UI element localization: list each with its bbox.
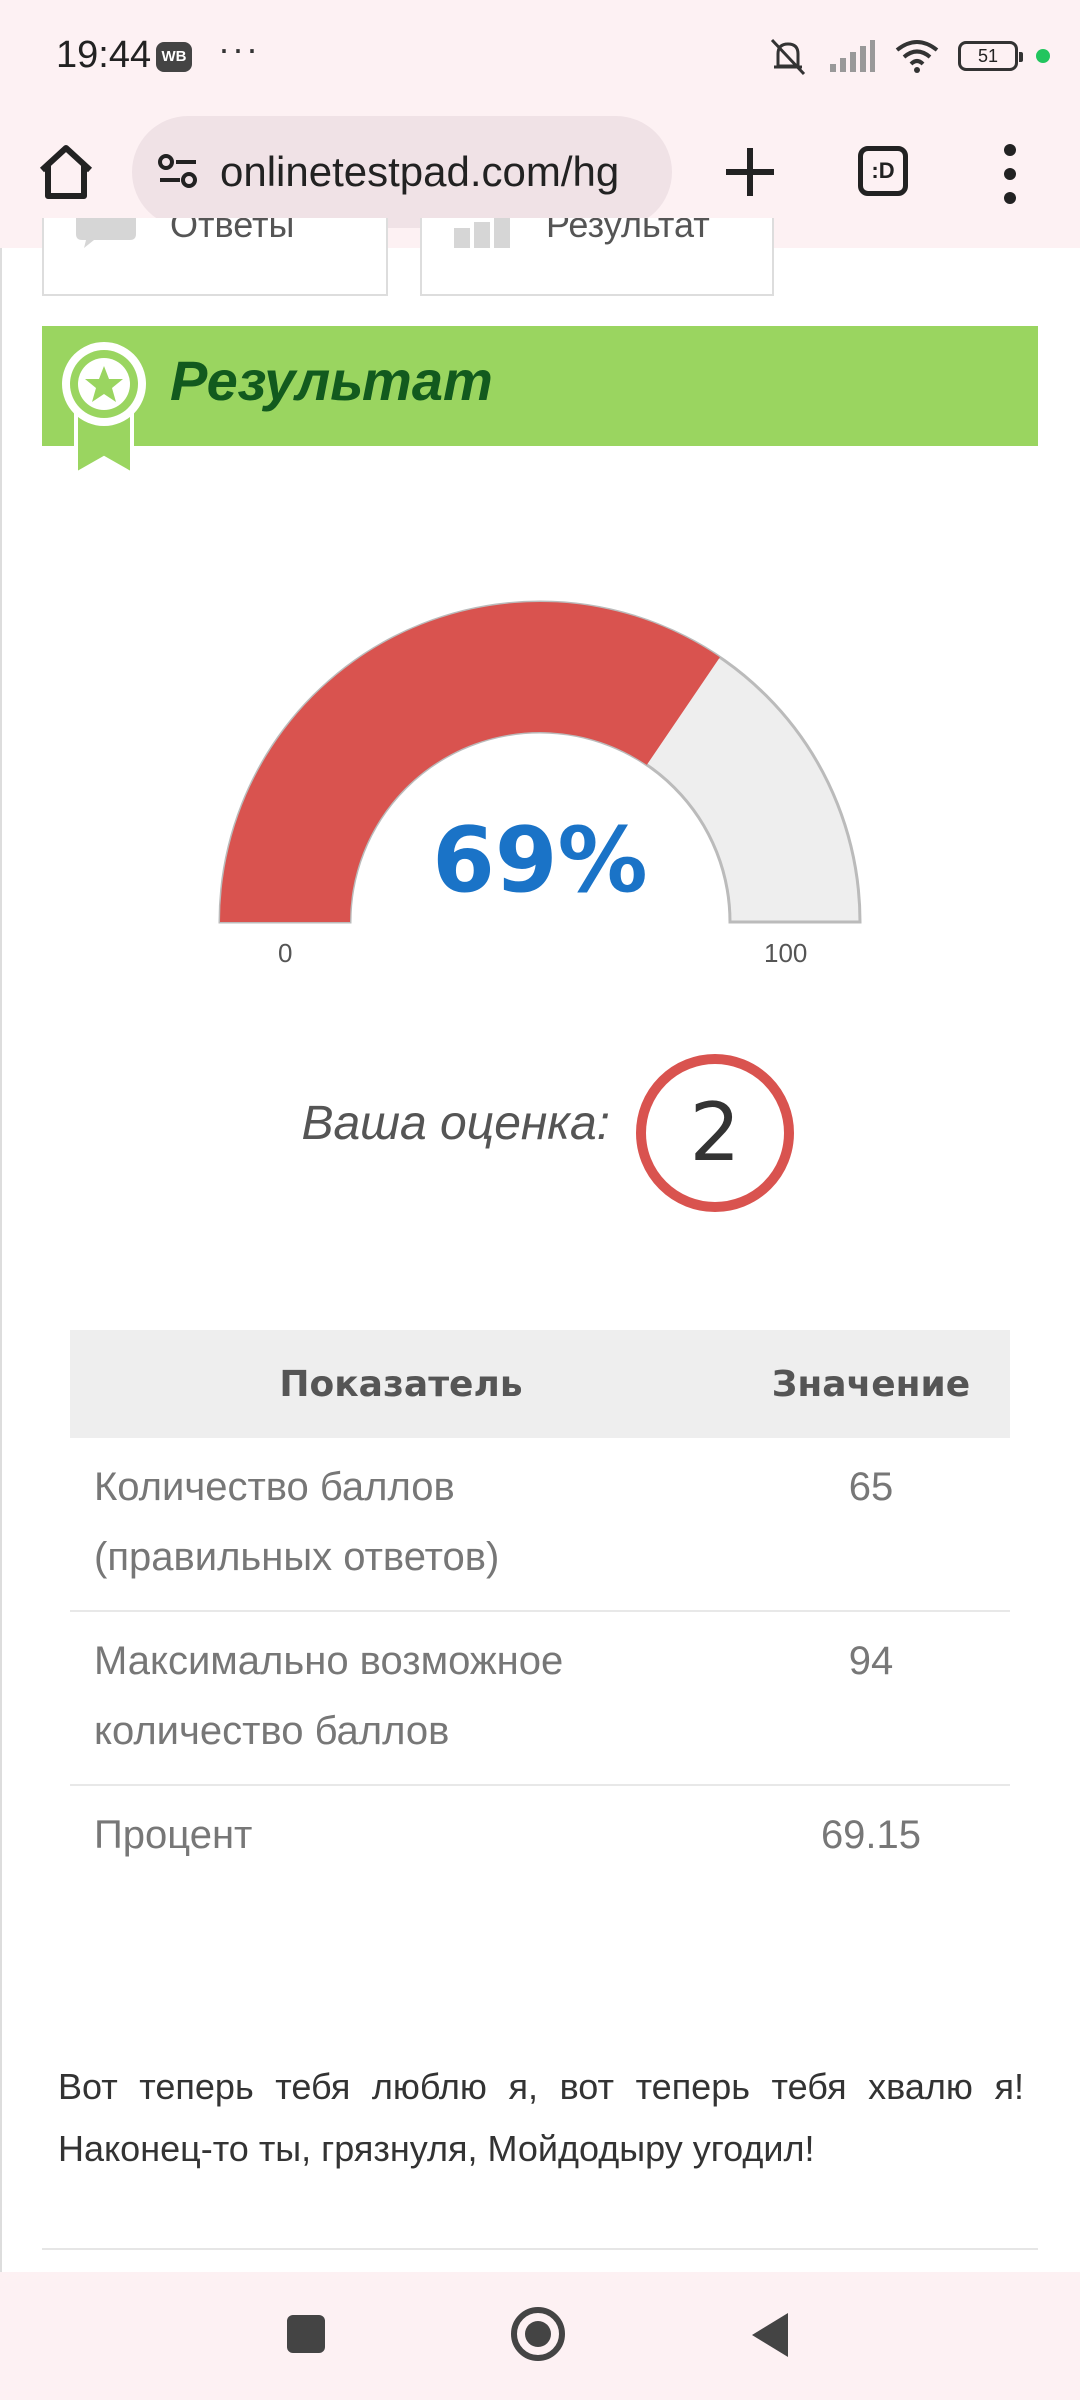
tab-switcher-button[interactable]: :D: [858, 146, 908, 196]
column-header-indicator: Показатель: [70, 1330, 732, 1438]
row-value: 94: [732, 1611, 1010, 1786]
silent-mode-icon: [770, 38, 806, 76]
status-time: 19:44: [56, 34, 152, 76]
divider: [42, 2248, 1038, 2250]
back-icon[interactable]: [748, 2310, 792, 2360]
row-label: Количество баллов (правильных ответов): [70, 1438, 732, 1612]
results-table: Показатель Значение Количество баллов (п…: [70, 1330, 1010, 1888]
new-tab-icon[interactable]: [712, 134, 788, 210]
result-message: Вот теперь тебя люблю я, вот теперь тебя…: [58, 2066, 1024, 2169]
column-header-value: Значение: [732, 1330, 1010, 1438]
page-content: Ответы Результат Результат 69% 0 100 Ваш…: [0, 218, 1080, 2272]
row-label: Максимально возможное количество баллов: [70, 1611, 732, 1786]
more-menu-icon[interactable]: [990, 136, 1030, 212]
result-banner: Результат: [42, 326, 1038, 478]
grade-label: Ваша оценка:: [301, 1097, 610, 1150]
table-header-row: Показатель Значение: [70, 1330, 1010, 1438]
tab-result-label: Результат: [546, 218, 710, 245]
gauge-percent: 69%: [432, 808, 648, 913]
wifi-icon: [895, 40, 939, 73]
row-label-line: Максимально возможное: [94, 1639, 564, 1683]
row-value: 69.15: [820, 1813, 922, 1857]
wb-app-icon: WB: [156, 42, 192, 72]
battery-icon: 51: [958, 41, 1023, 71]
page-title: Результат: [170, 349, 493, 412]
cellular-signal-icon: [830, 40, 875, 72]
row-label-line: Процент: [94, 1813, 253, 1857]
gauge-min-label: 0: [278, 938, 293, 968]
more-notifications-icon: ···: [218, 28, 260, 69]
home-nav-icon[interactable]: [508, 2304, 568, 2364]
recent-apps-icon[interactable]: [284, 2312, 328, 2356]
results-bar-icon: [454, 218, 510, 248]
address-bar[interactable]: onlinetestpad.com/hg: [132, 116, 672, 228]
tab-answers[interactable]: Ответы: [42, 218, 388, 296]
page-border: [0, 248, 2, 2272]
grade-value: 2: [636, 1054, 794, 1212]
url-text[interactable]: onlinetestpad.com/hg: [220, 148, 620, 195]
gauge-fill: [220, 601, 720, 922]
row-label-line: количество баллов: [94, 1709, 450, 1753]
table-row: Максимально возможное количество баллов …: [70, 1611, 1010, 1786]
tab-result[interactable]: Результат: [420, 218, 774, 296]
privacy-indicator-dot: [1036, 49, 1050, 63]
site-settings-icon[interactable]: [156, 150, 200, 194]
row-label-line: Количество баллов: [94, 1465, 455, 1509]
row-label: Процент: [70, 1785, 732, 1888]
row-value: 65: [732, 1438, 1010, 1612]
status-bar: 19:44 WB ··· 51: [0, 0, 1080, 112]
score-gauge: [218, 600, 862, 924]
status-indicators: 51: [766, 34, 1050, 78]
table-row: Количество баллов (правильных ответов) 6…: [70, 1438, 1010, 1612]
tab-answers-label: Ответы: [170, 218, 295, 245]
row-label-line: (правильных ответов): [94, 1535, 500, 1579]
answers-icon: [76, 218, 136, 248]
gauge-max-label: 100: [764, 938, 808, 968]
home-icon[interactable]: [30, 136, 102, 208]
award-ribbon-icon: [62, 342, 146, 478]
table-row: Процент 69.15: [70, 1785, 1010, 1888]
system-nav-bar: [0, 2272, 1080, 2400]
